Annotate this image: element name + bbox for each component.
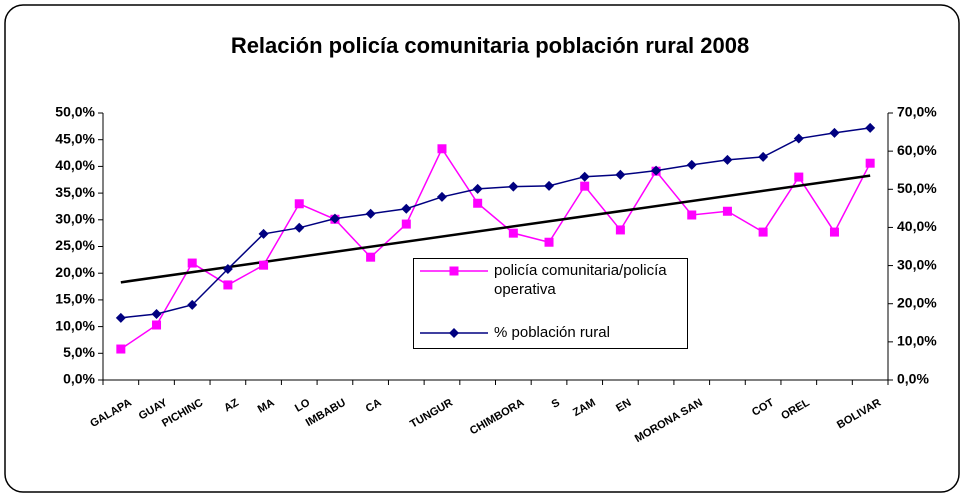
legend-marker	[449, 328, 459, 338]
y-tick-label: 45,0%	[55, 130, 95, 146]
point	[258, 228, 269, 239]
point	[508, 228, 518, 238]
legend-label: % población rural	[494, 324, 610, 341]
point	[222, 264, 233, 275]
point	[329, 213, 340, 224]
point	[223, 280, 233, 290]
point	[366, 252, 376, 262]
point	[151, 309, 162, 320]
point	[187, 258, 197, 268]
y-tick-label: 5,0%	[63, 344, 95, 360]
point	[472, 183, 483, 194]
legend-swatch	[420, 266, 488, 276]
series-line	[120, 147, 871, 350]
chart-border	[4, 4, 960, 493]
point	[829, 127, 840, 138]
point	[793, 133, 804, 144]
trend-line	[120, 174, 871, 284]
point	[579, 171, 590, 182]
point	[758, 151, 769, 162]
y2-tick-label: 30,0%	[897, 256, 937, 272]
y2-tick-label: 60,0%	[897, 142, 937, 158]
point	[865, 158, 875, 168]
y2-tick-label: 10,0%	[897, 333, 937, 349]
point	[794, 172, 804, 182]
point	[651, 165, 662, 176]
legend-entry: % población rural	[414, 323, 679, 342]
y-tick-label: 30,0%	[55, 211, 95, 227]
y2-tick-label: 20,0%	[897, 294, 937, 310]
point	[615, 225, 625, 235]
point	[294, 222, 305, 233]
y-tick-label: 25,0%	[55, 237, 95, 253]
y2-tick-label: 50,0%	[897, 180, 937, 196]
point	[508, 181, 519, 192]
point	[758, 227, 768, 237]
legend-label: policía comunitaria/policía operativa	[494, 262, 667, 298]
chart-title: Relación policía comunitaria población r…	[231, 33, 749, 58]
y-tick-label: 15,0%	[55, 291, 95, 307]
y-tick-label: 20,0%	[55, 264, 95, 280]
y-tick-label: 0,0%	[63, 371, 95, 387]
y-tick-label: 10,0%	[55, 317, 95, 333]
point	[152, 320, 162, 330]
point	[829, 227, 839, 237]
point	[544, 237, 554, 247]
point	[544, 180, 555, 191]
point	[722, 206, 732, 216]
point	[436, 191, 447, 202]
point	[187, 299, 198, 310]
series-line	[120, 127, 871, 319]
point	[401, 219, 411, 229]
legend-marker	[449, 266, 459, 276]
y-tick-label: 50,0%	[55, 104, 95, 120]
point	[687, 210, 697, 220]
y2-tick-label: 70,0%	[897, 104, 937, 120]
point	[722, 154, 733, 165]
point	[115, 312, 126, 323]
point	[580, 181, 590, 191]
point	[437, 144, 447, 154]
point	[259, 260, 269, 270]
point	[615, 169, 626, 180]
point	[294, 199, 304, 209]
legend-entry: policía comunitaria/policía operativa	[414, 261, 679, 299]
y2-tick-label: 40,0%	[897, 218, 937, 234]
legend-swatch	[420, 328, 488, 338]
point	[365, 208, 376, 219]
point	[401, 203, 412, 214]
y-tick-label: 40,0%	[55, 157, 95, 173]
point	[473, 198, 483, 208]
point	[116, 344, 126, 354]
y2-tick-label: 0,0%	[897, 371, 929, 387]
legend: policía comunitaria/policía operativa % p…	[413, 258, 688, 349]
point	[686, 159, 697, 170]
y-tick-label: 35,0%	[55, 184, 95, 200]
point	[865, 122, 876, 133]
